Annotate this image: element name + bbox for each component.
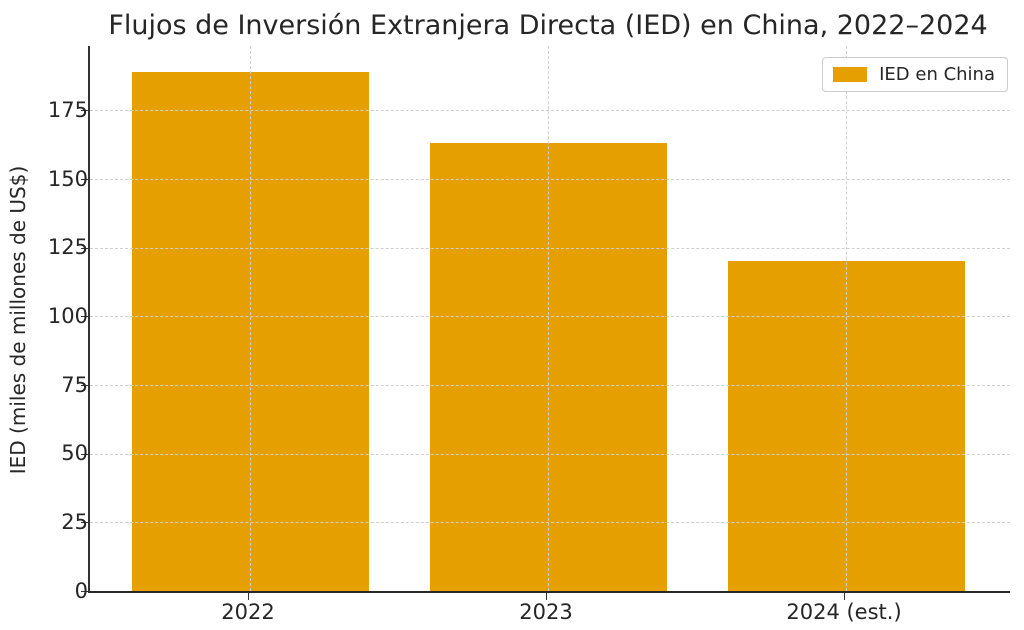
y-tick-mark — [81, 591, 88, 592]
vertical-gridline — [846, 46, 847, 591]
legend-swatch — [833, 67, 868, 82]
y-tick-mark — [81, 453, 88, 455]
x-tick-label: 2023 — [519, 600, 573, 624]
chart-title: Flujos de Inversión Extranjera Directa (… — [108, 10, 988, 41]
horizontal-gridline — [90, 247, 1010, 249]
y-tick-label: 125 — [47, 235, 88, 260]
legend: IED en China — [822, 57, 1008, 92]
y-tick-mark — [81, 316, 88, 318]
y-tick-label: 0 — [74, 578, 88, 603]
legend-label: IED en China — [879, 64, 995, 85]
horizontal-gridline — [90, 385, 1010, 387]
y-tick-mark — [81, 179, 88, 181]
x-tick-label: 2022 — [221, 600, 275, 624]
y-tick-label: 150 — [47, 166, 88, 191]
y-tick-mark — [81, 247, 88, 249]
horizontal-gridline — [90, 522, 1010, 524]
x-tick-mark — [546, 593, 547, 600]
plot-area — [88, 46, 1010, 593]
x-tick-label: 2024 (est.) — [786, 600, 902, 624]
vertical-gridline — [548, 46, 549, 591]
x-tick-mark — [844, 593, 845, 600]
vertical-gridline — [250, 46, 251, 591]
horizontal-gridline — [90, 110, 1010, 112]
y-tick-label: 75 — [61, 372, 88, 397]
y-tick-mark — [81, 522, 88, 524]
y-tick-mark — [81, 110, 88, 112]
y-tick-label: 50 — [61, 441, 88, 466]
horizontal-gridline — [90, 179, 1010, 181]
x-tick-mark — [248, 593, 249, 600]
y-tick-mark — [81, 385, 88, 387]
y-tick-label: 175 — [47, 97, 88, 122]
horizontal-gridline — [90, 316, 1010, 318]
horizontal-gridline — [90, 453, 1010, 455]
y-tick-label: 100 — [47, 303, 88, 328]
y-tick-label: 25 — [61, 509, 88, 534]
